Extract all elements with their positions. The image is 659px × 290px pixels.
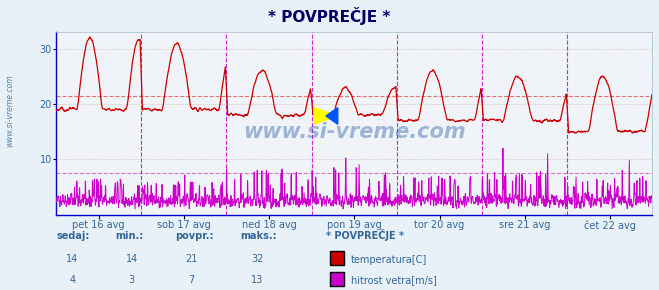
Text: 14: 14 <box>67 254 78 264</box>
Text: * POVPREČJE *: * POVPREČJE * <box>326 229 404 241</box>
Text: 7: 7 <box>188 275 194 285</box>
Text: www.si-vreme.com: www.si-vreme.com <box>243 122 465 142</box>
Polygon shape <box>314 108 338 124</box>
Text: 13: 13 <box>251 275 263 285</box>
Polygon shape <box>326 108 338 124</box>
Text: temperatura[C]: temperatura[C] <box>351 255 427 264</box>
Text: 4: 4 <box>69 275 76 285</box>
Text: hitrost vetra[m/s]: hitrost vetra[m/s] <box>351 275 436 285</box>
Text: 14: 14 <box>126 254 138 264</box>
Text: * POVPREČJE *: * POVPREČJE * <box>268 7 391 25</box>
Text: maks.:: maks.: <box>241 231 277 241</box>
Text: www.si-vreme.com: www.si-vreme.com <box>5 74 14 146</box>
Text: 21: 21 <box>185 254 197 264</box>
Text: sedaj:: sedaj: <box>56 231 90 241</box>
Text: 32: 32 <box>251 254 263 264</box>
Text: 3: 3 <box>129 275 135 285</box>
Text: povpr.:: povpr.: <box>175 231 213 241</box>
Text: min.:: min.: <box>115 231 144 241</box>
